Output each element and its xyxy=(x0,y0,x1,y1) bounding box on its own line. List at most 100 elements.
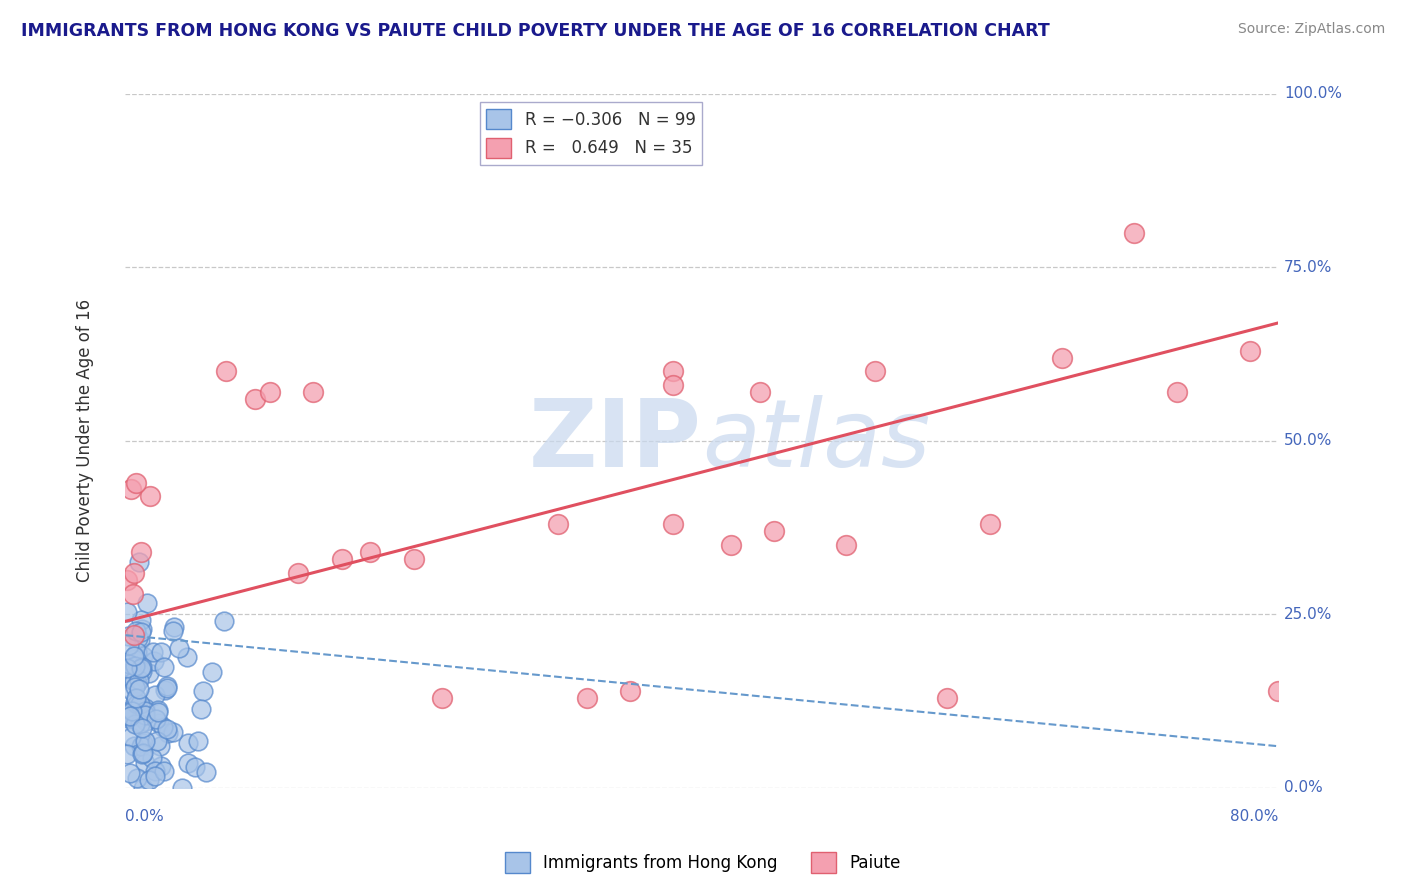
Point xyxy=(1239,343,1261,358)
Legend: R = −0.306   N = 99, R =   0.649   N = 35: R = −0.306 N = 99, R = 0.649 N = 35 xyxy=(479,103,702,164)
Point xyxy=(547,517,569,532)
Point xyxy=(115,665,138,680)
Point xyxy=(122,628,145,642)
Point xyxy=(169,641,191,656)
Point xyxy=(121,702,143,716)
Point xyxy=(120,661,142,675)
Point xyxy=(141,751,163,765)
Point xyxy=(118,639,141,653)
Text: 100.0%: 100.0% xyxy=(1284,87,1343,102)
Text: IMMIGRANTS FROM HONG KONG VS PAIUTE CHILD POVERTY UNDER THE AGE OF 16 CORRELATIO: IMMIGRANTS FROM HONG KONG VS PAIUTE CHIL… xyxy=(21,22,1050,40)
Point xyxy=(129,624,152,639)
Point xyxy=(863,364,886,378)
Point xyxy=(124,690,146,705)
Point xyxy=(127,644,149,658)
Point xyxy=(134,701,156,715)
Point xyxy=(125,475,148,490)
Point xyxy=(720,538,742,552)
Point xyxy=(127,631,149,645)
Point xyxy=(138,666,160,681)
Text: 25.0%: 25.0% xyxy=(1284,607,1333,622)
Point xyxy=(131,659,153,673)
Point xyxy=(184,759,207,773)
Text: 0.0%: 0.0% xyxy=(125,809,165,823)
Point xyxy=(575,690,598,705)
Point xyxy=(120,483,142,497)
Point xyxy=(143,764,166,779)
Point xyxy=(149,739,172,753)
Point xyxy=(301,385,323,400)
Point xyxy=(125,624,148,638)
Point xyxy=(134,707,156,722)
Point xyxy=(124,680,146,694)
Point xyxy=(118,710,141,724)
Point xyxy=(215,364,238,378)
Point xyxy=(176,737,198,751)
Point xyxy=(259,385,281,400)
Point xyxy=(122,586,145,600)
Point xyxy=(156,726,179,740)
Point xyxy=(135,714,157,728)
Text: 80.0%: 80.0% xyxy=(1230,809,1278,823)
Point xyxy=(143,654,166,668)
Point xyxy=(129,545,152,559)
Point xyxy=(124,658,146,673)
Point xyxy=(120,731,142,745)
Point xyxy=(129,633,152,648)
Point xyxy=(287,566,309,580)
Point xyxy=(163,620,186,634)
Point xyxy=(122,566,145,580)
Point xyxy=(138,773,160,788)
Point xyxy=(131,665,153,679)
Point xyxy=(129,710,152,724)
Point xyxy=(128,717,150,731)
Point xyxy=(149,645,172,659)
Point xyxy=(162,724,184,739)
Point xyxy=(152,720,174,734)
Point xyxy=(143,688,166,702)
Point xyxy=(156,679,179,693)
Legend: Immigrants from Hong Kong, Paiute: Immigrants from Hong Kong, Paiute xyxy=(498,846,908,880)
Point xyxy=(142,645,165,659)
Point xyxy=(122,674,145,689)
Point xyxy=(662,364,685,378)
Point xyxy=(129,739,152,753)
Point xyxy=(139,489,162,503)
Point xyxy=(121,683,143,698)
Point xyxy=(156,681,179,695)
Point xyxy=(187,733,209,747)
Text: Source: ZipAtlas.com: Source: ZipAtlas.com xyxy=(1237,22,1385,37)
Point xyxy=(195,764,218,779)
Point xyxy=(190,701,212,715)
Point xyxy=(134,756,156,770)
Point xyxy=(835,538,858,552)
Point xyxy=(150,758,173,772)
Point xyxy=(162,624,184,638)
Point xyxy=(170,780,193,795)
Point xyxy=(128,697,150,711)
Point xyxy=(662,517,685,532)
Point xyxy=(117,657,139,671)
Point xyxy=(148,703,170,717)
Point xyxy=(134,734,156,748)
Point xyxy=(402,552,425,566)
Point xyxy=(127,771,149,785)
Point xyxy=(153,660,176,674)
Point xyxy=(132,735,155,749)
Point xyxy=(124,695,146,709)
Point xyxy=(128,682,150,697)
Point xyxy=(193,684,215,698)
Point xyxy=(115,671,138,685)
Text: ZIP: ZIP xyxy=(529,395,702,487)
Point xyxy=(115,573,138,587)
Point xyxy=(762,524,785,538)
Point xyxy=(146,734,169,748)
Point xyxy=(122,739,145,754)
Text: atlas: atlas xyxy=(702,395,931,486)
Point xyxy=(131,660,153,674)
Point xyxy=(935,690,957,705)
Point xyxy=(121,704,143,718)
Point xyxy=(143,768,166,782)
Point xyxy=(153,683,176,698)
Point xyxy=(1267,683,1289,698)
